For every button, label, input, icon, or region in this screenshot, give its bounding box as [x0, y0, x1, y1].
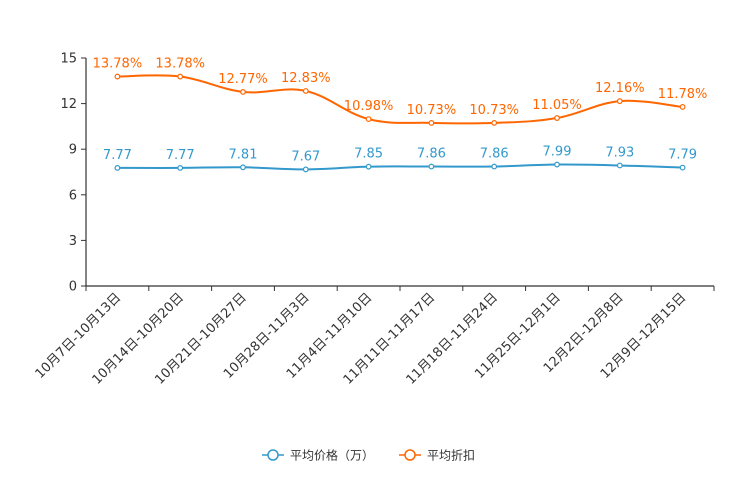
data-point[interactable]	[679, 164, 686, 171]
data-label: 12.83%	[281, 71, 331, 86]
legend-label: 平均折扣	[427, 448, 475, 463]
data-point[interactable]	[302, 88, 309, 94]
data-point[interactable]	[428, 163, 435, 170]
data-point[interactable]	[616, 98, 623, 105]
data-point[interactable]	[302, 166, 309, 173]
data-point[interactable]	[491, 163, 498, 170]
legend-item-2[interactable]: 平均折扣	[399, 448, 475, 463]
data-point[interactable]	[616, 162, 623, 169]
data-label: 10.73%	[469, 103, 519, 118]
data-label: 7.85	[354, 147, 383, 162]
y-tick-label: 12	[60, 97, 77, 112]
data-point[interactable]	[114, 73, 121, 80]
y-tick-label: 3	[69, 234, 77, 249]
data-label: 7.93	[605, 145, 634, 160]
data-label: 13.78%	[93, 57, 143, 72]
data-label: 11.78%	[658, 87, 708, 102]
data-label: 7.67	[291, 149, 320, 164]
data-label: 10.73%	[407, 103, 457, 118]
data-point[interactable]	[554, 115, 560, 121]
data-label: 12.16%	[595, 81, 645, 96]
data-label: 7.79	[668, 148, 697, 163]
data-label: 13.78%	[155, 57, 205, 72]
data-point[interactable]	[177, 164, 184, 171]
legend-marker-icon	[267, 449, 279, 461]
data-point[interactable]	[554, 161, 560, 168]
series-line	[117, 74, 683, 125]
data-point[interactable]	[365, 116, 372, 123]
data-point[interactable]	[240, 88, 246, 95]
data-point[interactable]	[491, 120, 498, 126]
data-label: 10.98%	[344, 99, 394, 114]
series-1: 7.77 7.77 7.81 7.67 7.85 7.86 7.86 7.99 7.93 7.79	[103, 145, 697, 173]
data-label: 7.99	[543, 145, 572, 160]
y-tick-label: 6	[69, 188, 77, 203]
data-point[interactable]	[114, 164, 121, 171]
axes: 0369121510月7日-10月13日10月14日-10月20日10月21日-…	[33, 52, 715, 388]
y-tick-label: 0	[69, 280, 77, 295]
data-label: 7.77	[103, 148, 132, 163]
data-label: 7.77	[166, 148, 195, 163]
legend-marker-icon	[404, 449, 416, 461]
series-line	[117, 163, 683, 171]
legend-label: 平均价格（万）	[290, 448, 374, 463]
legend-item-1[interactable]: 平均价格（万）	[262, 448, 374, 463]
y-tick-label: 15	[60, 52, 77, 67]
data-point[interactable]	[177, 73, 184, 80]
data-label: 7.86	[480, 147, 509, 162]
y-tick-label: 9	[69, 143, 77, 158]
data-label: 12.77%	[218, 72, 268, 87]
data-point[interactable]	[365, 163, 372, 170]
data-point[interactable]	[240, 164, 246, 171]
series-layer: 7.77 7.77 7.81 7.67 7.85 7.86 7.86 7.99 7.93 7.79…	[93, 57, 708, 173]
data-point[interactable]	[679, 104, 686, 110]
data-label: 7.81	[229, 147, 258, 162]
legend[interactable]: 平均价格（万） 平均折扣	[262, 448, 475, 463]
data-label: 11.05%	[532, 98, 582, 113]
data-label: 7.86	[417, 147, 446, 162]
data-point[interactable]	[428, 120, 435, 126]
series-2: 13.78% 13.78% 12.77% 12.83% 10.98% 10.73% 10.7…	[93, 57, 708, 126]
